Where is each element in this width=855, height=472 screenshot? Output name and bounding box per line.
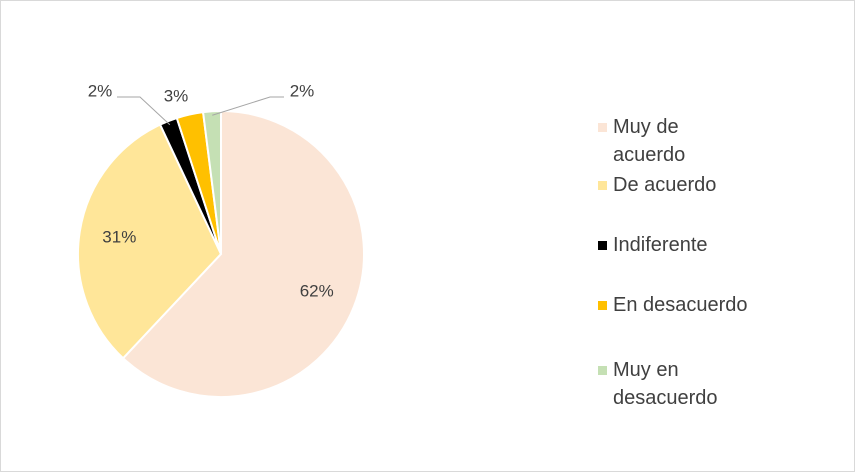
legend-swatch — [598, 181, 607, 190]
legend-label: De acuerdo — [613, 174, 717, 196]
legend-item: Indiferente — [598, 231, 798, 259]
data-label: 2% — [290, 81, 315, 100]
legend-item: Muy en desacuerdo — [598, 356, 728, 412]
data-label: 31% — [102, 227, 136, 246]
pie-slice — [121, 109, 365, 398]
legend-label: En desacuerdo — [613, 294, 748, 316]
pie-slice — [201, 109, 222, 255]
data-label: 62% — [300, 281, 334, 300]
leader-line — [117, 96, 171, 126]
legend-label: Muy en desacuerdo — [613, 359, 718, 409]
legend-swatch — [598, 123, 607, 132]
legend-item: En desacuerdo — [598, 291, 798, 319]
legend-swatch — [598, 241, 607, 250]
legend-item: Muy de acuerdo — [598, 113, 708, 169]
pie-slice — [77, 123, 223, 360]
legend-label: Indiferente — [613, 234, 708, 256]
leader-line — [212, 96, 284, 116]
data-label: 3% — [164, 86, 189, 105]
legend-label: Muy de acuerdo — [613, 116, 686, 166]
legend-item: De acuerdo — [598, 171, 798, 199]
legend-swatch — [598, 366, 607, 375]
legend-swatch — [598, 301, 607, 310]
data-label: 2% — [88, 81, 113, 100]
